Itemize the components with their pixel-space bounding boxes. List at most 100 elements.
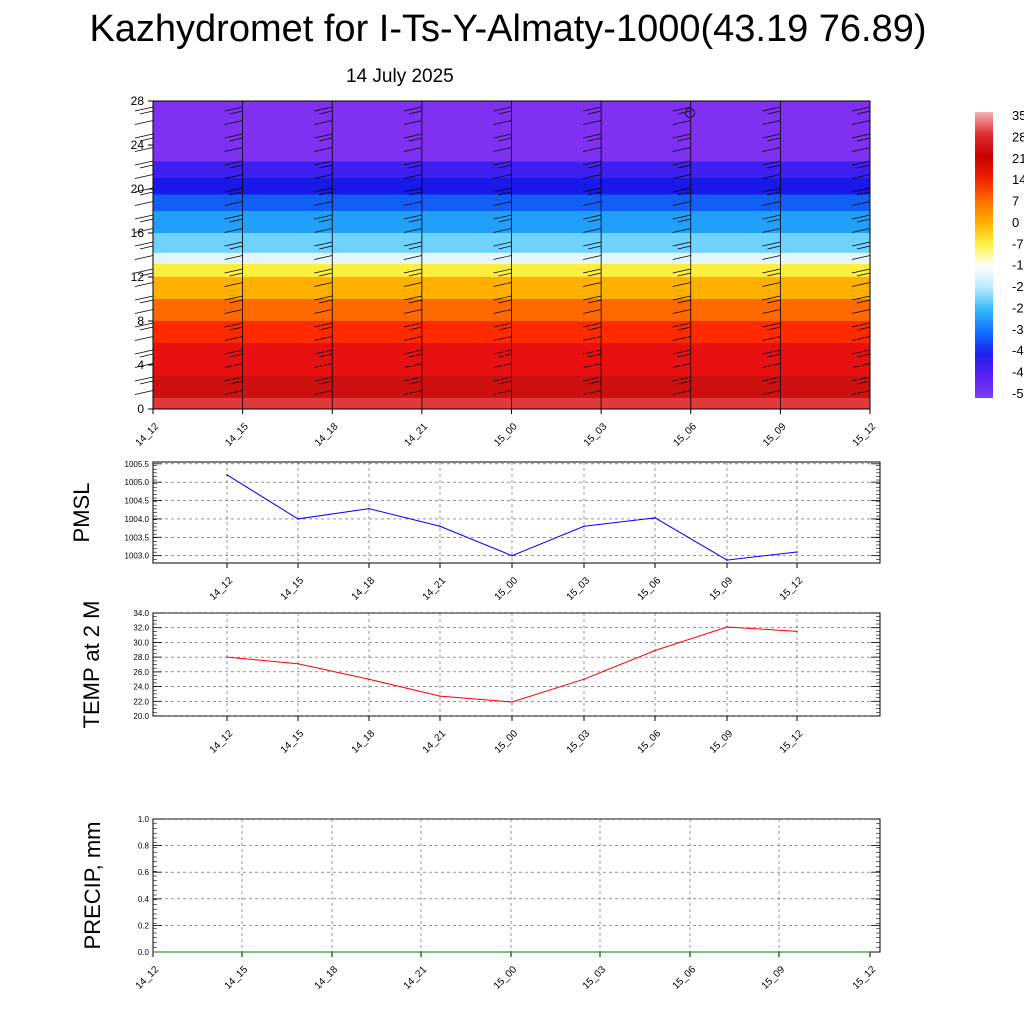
wind-barb (139, 218, 154, 223)
wind-barb (762, 255, 781, 260)
wind-barb (403, 214, 422, 220)
x-tick-label: 15_03 (565, 728, 593, 756)
wind-barb (672, 268, 691, 274)
colorbar-label: -21 (1012, 279, 1024, 294)
wind-barb (583, 133, 602, 139)
data-point (726, 626, 728, 628)
plot-frame (152, 818, 881, 953)
wind-barb (224, 241, 243, 247)
data-point (152, 951, 154, 953)
wind-barb (851, 390, 871, 395)
wind-barb (408, 326, 422, 331)
x-tick-label: 14_18 (313, 964, 341, 992)
wind-barb (672, 147, 691, 152)
wind-barb (224, 160, 243, 166)
wind-barb (851, 106, 871, 112)
wind-barb (767, 380, 781, 385)
data-point (226, 656, 228, 658)
wind-barb (762, 160, 781, 166)
wind-barb (403, 133, 422, 139)
wind-barb (493, 187, 512, 193)
wind-barb (762, 147, 781, 152)
data-point (297, 662, 299, 665)
wind-barb (139, 164, 154, 169)
wind-barb (134, 336, 154, 341)
wind-barb (583, 255, 602, 260)
wind-barb (762, 133, 781, 139)
wind-barb (583, 120, 602, 125)
wind-barb (319, 353, 333, 358)
wind-barb (493, 268, 512, 274)
wind-barb (856, 380, 871, 385)
wind-barb (493, 174, 512, 179)
wind-barb (762, 106, 781, 112)
wind-barb (403, 390, 422, 395)
wind-barb (229, 272, 243, 277)
wind-barb (856, 326, 871, 331)
wind-barb (851, 309, 871, 314)
wind-barb (588, 110, 602, 115)
wind-barb (672, 363, 691, 368)
wind-barb (677, 245, 691, 250)
wind-barb (493, 120, 512, 125)
wind-barb (498, 164, 512, 169)
wind-barb (139, 326, 154, 331)
x-tick-label: 15_00 (493, 728, 521, 756)
wind-barb (224, 133, 243, 139)
wind-barb (224, 120, 243, 125)
wind-barb (588, 272, 602, 277)
x-tick-label: 15_09 (760, 964, 788, 992)
x-tick-label: 15_12 (778, 728, 806, 756)
y-tick-label: 20 (131, 182, 145, 196)
wind-barb (134, 322, 154, 328)
wind-barb (672, 295, 691, 301)
wind-barb (672, 133, 691, 139)
wind-barb (139, 380, 154, 385)
wind-barb (677, 218, 691, 223)
wind-barb (403, 241, 422, 247)
wind-barb (498, 299, 512, 304)
colorbar-label: 0 (1012, 215, 1019, 230)
wind-barb (139, 353, 154, 358)
wind-barb (134, 390, 154, 395)
chart-subtitle: 14 July 2025 (346, 66, 454, 87)
wind-barb (762, 295, 781, 301)
wind-barb (672, 174, 691, 179)
wind-barb (856, 110, 871, 115)
wind-barb (224, 295, 243, 301)
wind-barb (408, 299, 422, 304)
wind-barb (767, 272, 781, 277)
wind-barb (498, 326, 512, 331)
wind-barb (583, 214, 602, 220)
wind-barb (134, 106, 154, 112)
wind-barb (403, 363, 422, 368)
wind-barb (314, 241, 333, 247)
wind-barb (408, 110, 422, 115)
wind-barb (851, 187, 871, 193)
y-tick-label: 1005.5 (125, 460, 150, 469)
wind-barb (583, 106, 602, 112)
data-point (510, 951, 512, 953)
x-tick-label: 14_12 (208, 728, 236, 756)
wind-barb (134, 255, 154, 260)
y-tick-label: 24 (131, 138, 145, 152)
wind-barb (672, 309, 691, 314)
wind-barb (314, 349, 333, 355)
wind-barb (314, 309, 333, 314)
x-tick-label: 15_12 (851, 964, 879, 992)
wind-barb (493, 133, 512, 139)
x-tick-label: 15_00 (492, 964, 520, 992)
wind-barb (408, 137, 422, 142)
wind-barb (856, 191, 871, 196)
wind-barb (583, 187, 602, 193)
wind-barb (408, 245, 422, 250)
data-point (654, 517, 656, 519)
data-point (241, 951, 243, 953)
wind-barb (851, 282, 871, 287)
wind-barb (314, 336, 333, 341)
wind-barb (314, 268, 333, 274)
data-point (511, 701, 513, 703)
colorbar-label: -14 (1012, 258, 1024, 273)
wind-barb (408, 272, 422, 277)
y-tick-label: 1003.0 (125, 552, 150, 561)
